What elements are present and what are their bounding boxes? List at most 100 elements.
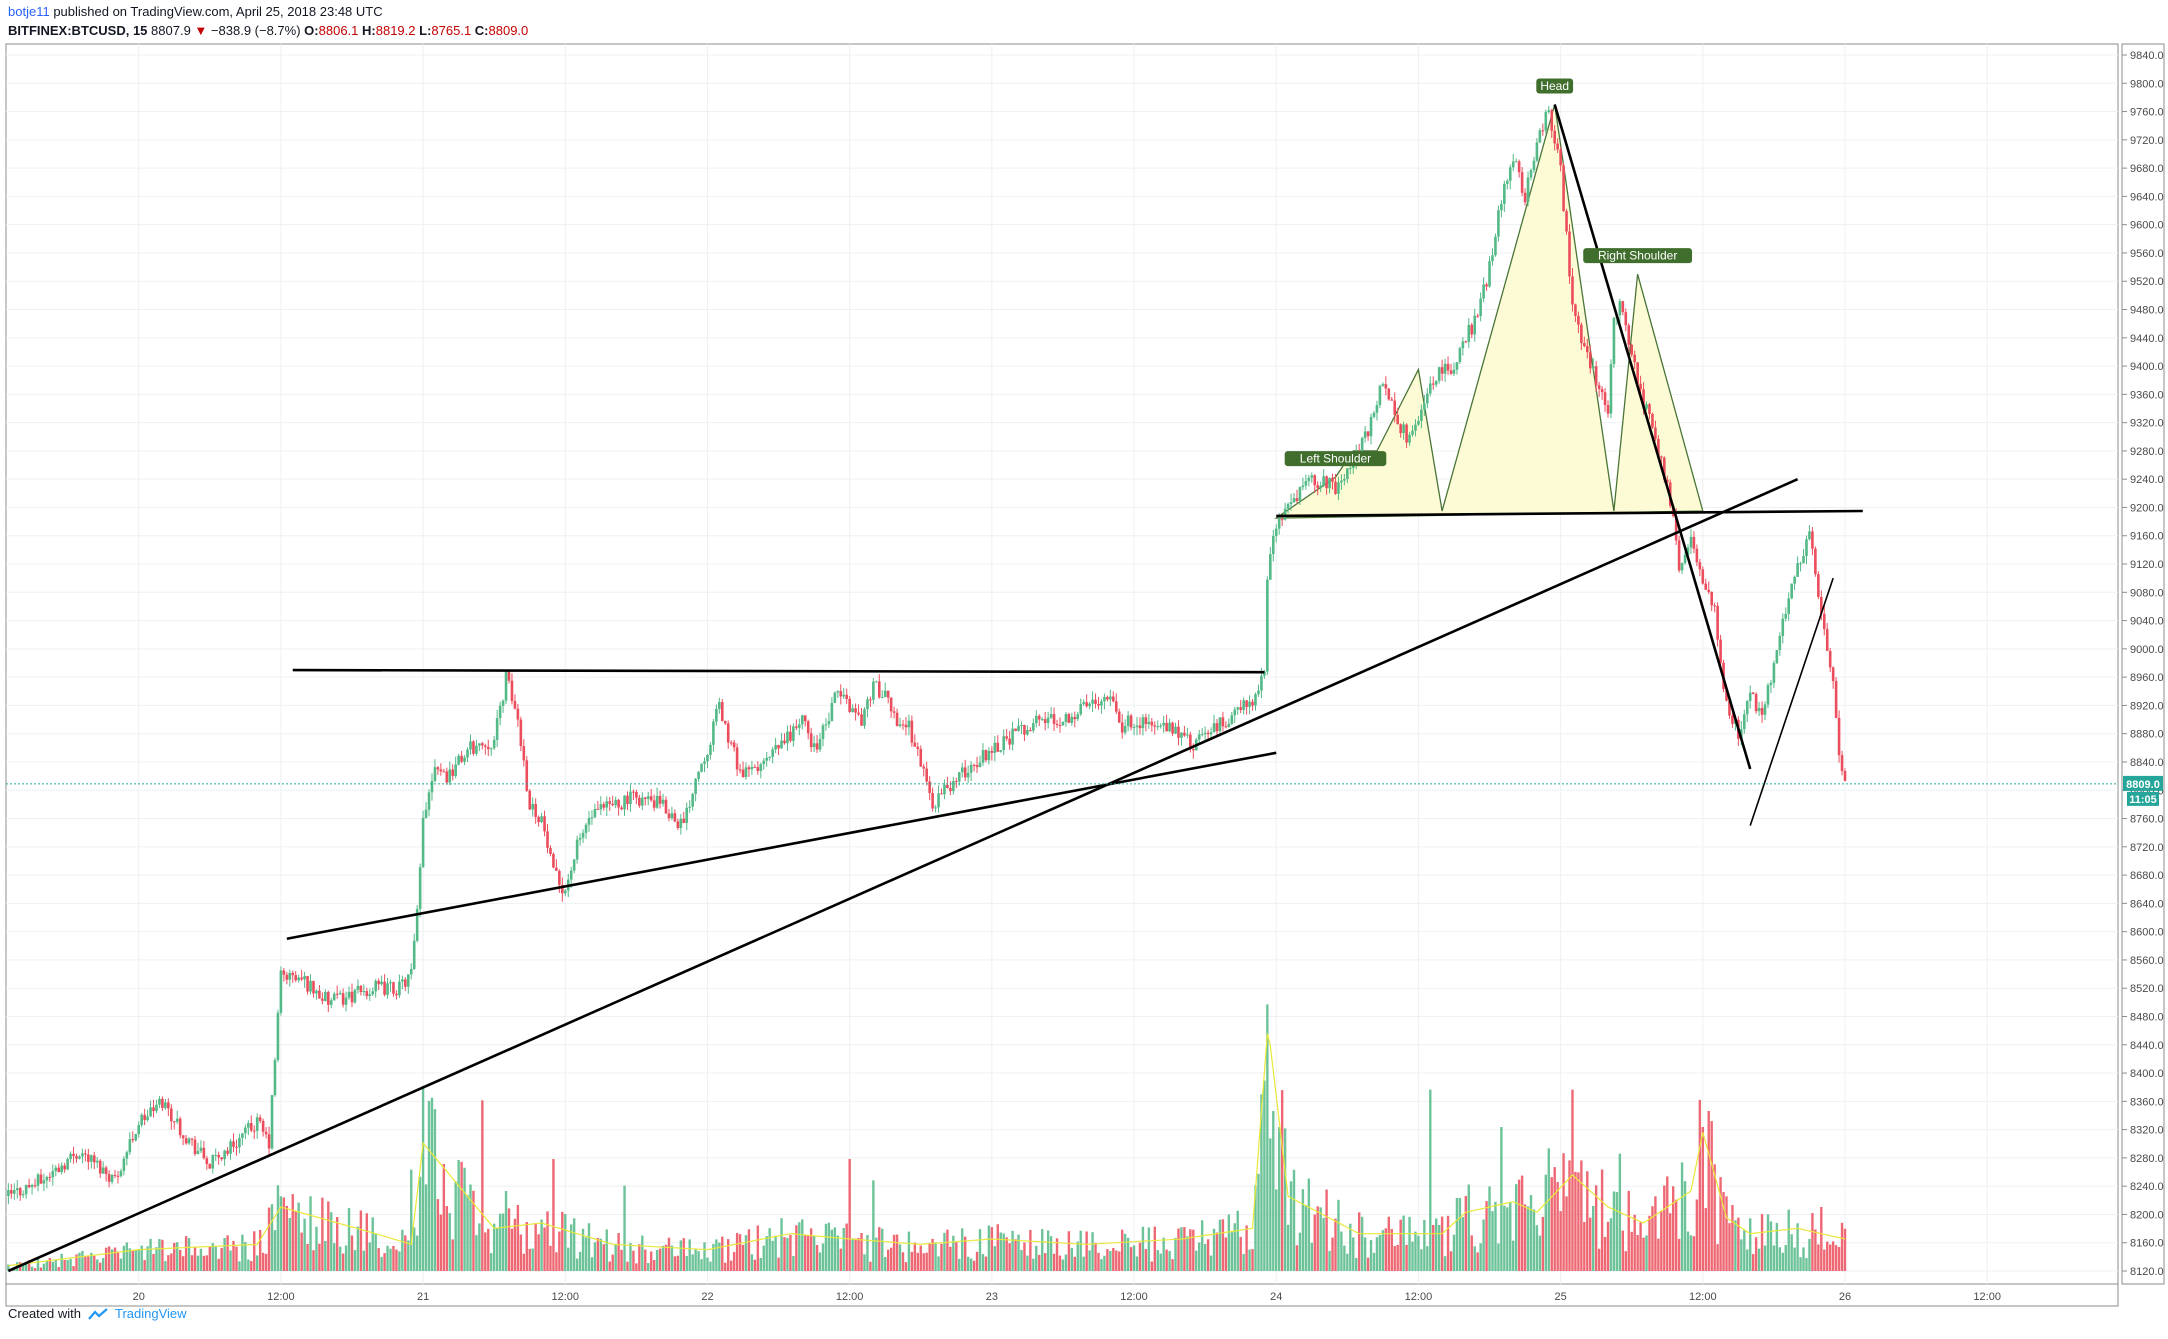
candle-body [478, 743, 481, 746]
author-link[interactable]: botje11 [8, 4, 50, 19]
candle-body [1565, 211, 1568, 232]
volume-bar [42, 1263, 46, 1271]
volume-bar [1707, 1111, 1710, 1271]
volume-bar [202, 1255, 206, 1271]
volume-bar [955, 1242, 958, 1271]
candle-body [851, 708, 854, 713]
candle-body [125, 1152, 129, 1159]
candle-body [753, 766, 757, 768]
candle-body [267, 1134, 271, 1149]
volume-bar [1177, 1228, 1180, 1271]
volume-bar [596, 1238, 600, 1271]
candle-body [759, 764, 763, 772]
volume-bar [694, 1248, 697, 1271]
volume-bar [1384, 1228, 1388, 1271]
volume-bar [1834, 1245, 1838, 1271]
volume-bar [1677, 1238, 1681, 1271]
volume-ma-line [8, 1033, 1846, 1267]
open-value: 8806.1 [318, 23, 359, 38]
x-tick-label: 25 [1554, 1291, 1566, 1303]
volume-bar [1565, 1196, 1568, 1271]
y-tick-label: 9080.0 [2130, 587, 2164, 599]
annotation-label: Left Shoulder [1300, 452, 1371, 466]
candle-body [889, 697, 893, 712]
volume-bar [1843, 1228, 1847, 1271]
volume-bar [1461, 1217, 1465, 1271]
high-value: 8819.2 [375, 23, 416, 38]
volume-bar [1737, 1217, 1740, 1271]
volume-bar [555, 1252, 558, 1271]
volume-bar [1375, 1237, 1379, 1271]
volume-bar [1671, 1186, 1675, 1271]
volume-bar [487, 1228, 490, 1271]
candle-body [1523, 192, 1527, 203]
candle-body [940, 793, 943, 795]
candle-body [1135, 725, 1139, 727]
candle-body [700, 763, 703, 772]
volume-bar [1594, 1185, 1598, 1271]
volume-bar [389, 1248, 392, 1271]
volume-bar [1692, 1236, 1696, 1271]
x-tick-label: 24 [1270, 1291, 1282, 1303]
volume-bar [1106, 1249, 1109, 1271]
volume-bar [1689, 1235, 1693, 1271]
volume-bar [344, 1245, 348, 1271]
candle-body [676, 821, 680, 828]
candle-body [1043, 719, 1047, 724]
candle-body [273, 1059, 277, 1096]
volume-bar [626, 1261, 629, 1271]
volume-bar [1141, 1226, 1145, 1271]
candle-body [1017, 725, 1020, 732]
candle-body [427, 792, 431, 810]
volume-bar [178, 1249, 182, 1271]
candle-body [949, 788, 952, 792]
volume-bar [821, 1243, 825, 1271]
volume-bar [904, 1262, 908, 1271]
candle-body [377, 980, 380, 985]
volume-bar [602, 1244, 605, 1271]
trendline [1553, 104, 1752, 770]
candle-body [937, 793, 940, 808]
volume-bar [338, 1246, 342, 1271]
volume-bar [1571, 1089, 1574, 1271]
volume-bar [747, 1229, 751, 1271]
candle-body [1831, 667, 1835, 682]
volume-bar [149, 1238, 152, 1271]
candle-body [57, 1167, 61, 1173]
candle-body [1568, 231, 1571, 277]
volume-bar [1058, 1255, 1062, 1271]
candle-body [1843, 771, 1847, 781]
candle-body [300, 977, 303, 980]
volume-bar [93, 1255, 96, 1271]
candle-body [291, 972, 295, 976]
candle-body [1420, 409, 1423, 421]
volume-bar [1411, 1241, 1414, 1271]
candle-body [531, 803, 534, 810]
tradingview-brand[interactable]: TradingView [114, 1306, 187, 1321]
volume-bar [1325, 1189, 1328, 1271]
volume-bar [525, 1222, 528, 1271]
volume-bar [623, 1185, 626, 1271]
published-text: published on TradingView.com, April 25, … [53, 4, 383, 19]
candle-body [1319, 485, 1322, 489]
candle-body [321, 998, 324, 1001]
volume-bar [469, 1184, 472, 1271]
volume-bar [161, 1239, 164, 1271]
volume-bar [1583, 1221, 1586, 1271]
volume-bar [78, 1252, 81, 1271]
candle-body [821, 725, 825, 740]
volume-bar [1038, 1254, 1041, 1271]
volume-bar [1221, 1219, 1225, 1271]
volume-bar [208, 1246, 212, 1271]
candle-body [1159, 725, 1163, 727]
volume-bar [303, 1218, 306, 1271]
candle-body [1144, 717, 1148, 725]
candle-body [1289, 502, 1293, 505]
volume-bar [780, 1218, 783, 1271]
volume-bar [1153, 1226, 1156, 1271]
volume-bar [1512, 1240, 1515, 1271]
volume-bar [1624, 1251, 1627, 1271]
candle-body [193, 1139, 197, 1154]
